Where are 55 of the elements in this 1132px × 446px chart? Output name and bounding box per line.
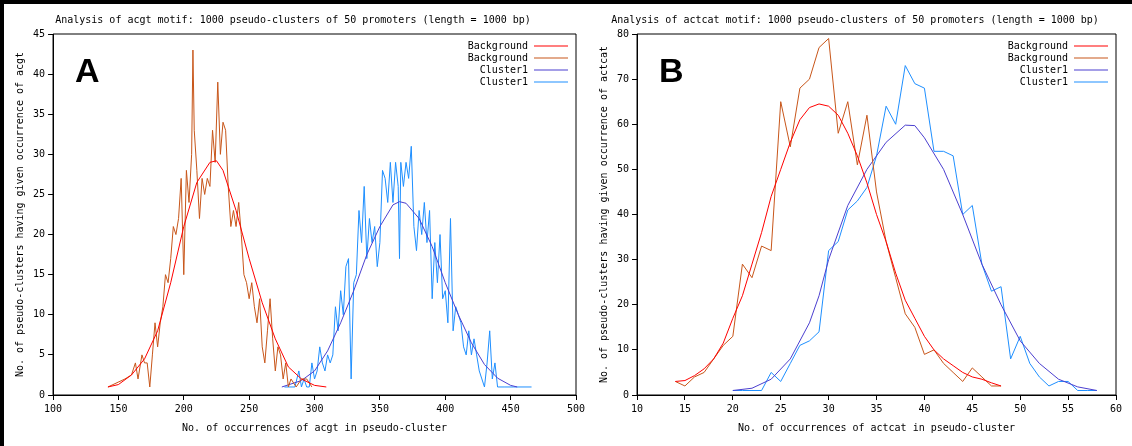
y-axis-title: No. of pseudo-clusters having given occurrence of actcat — [597, 45, 609, 384]
legend-label: Background — [1007, 39, 1068, 51]
x-tick-label: 15 — [678, 402, 691, 414]
y-tick-label: 35 — [32, 107, 46, 119]
x-tick-label: 55 — [1062, 402, 1075, 414]
x-tick-label: 50 — [1014, 402, 1027, 414]
y-tick-label: 0 — [39, 388, 46, 400]
legend-label: Cluster1 — [479, 75, 528, 87]
annotation: A — [75, 51, 100, 90]
legend-label: Cluster1 — [479, 63, 528, 75]
annotation: B — [659, 51, 684, 90]
x-tick-label: 20 — [726, 402, 739, 414]
x-tick-label: 30 — [822, 402, 835, 414]
y-tick-label: 0 — [623, 388, 630, 400]
x-axis-title: No. of occurrences of actcat in pseudo-cluster — [738, 421, 1015, 433]
x-tick-label: 45 — [966, 402, 979, 414]
y-tick-label: 5 — [39, 348, 46, 360]
y-tick-label: 20 — [616, 298, 630, 310]
y-tick-label: 70 — [616, 72, 630, 84]
legend-label: Cluster1 — [1019, 75, 1068, 87]
y-tick-label: 10 — [616, 343, 630, 355]
y-tick-label: 20 — [32, 228, 46, 240]
y-tick-label: 15 — [32, 268, 46, 280]
y-tick-label: 50 — [616, 162, 630, 174]
x-tick-label: 350 — [370, 402, 389, 414]
y-tick-label: 60 — [616, 117, 630, 129]
y-tick-label: 80 — [616, 27, 630, 39]
y-tick-label: 30 — [32, 147, 46, 159]
y-tick-label: 30 — [616, 253, 630, 265]
x-tick-label: 500 — [566, 402, 586, 414]
y-axis-title: No. of pseudo-clusters having given occurrence of acgt — [13, 51, 25, 378]
x-tick-label: 450 — [501, 402, 520, 414]
y-tick-label: 25 — [32, 188, 46, 200]
legend-label: Background — [1007, 51, 1068, 63]
x-tick-label: 200 — [174, 402, 193, 414]
x-tick-label: 10 — [631, 402, 644, 414]
legend-label: Background — [467, 39, 528, 51]
legend-label: Background — [467, 51, 528, 63]
x-tick-label: 25 — [774, 402, 787, 414]
x-tick-label: 400 — [436, 402, 455, 414]
y-tick-label: 40 — [32, 67, 46, 79]
chart-title: Analysis of actcat motif: 1000 pseudo-clusters of 50 promoters (length = 1000 bp) — [611, 13, 1099, 25]
y-tick-label: 10 — [32, 308, 46, 320]
x-tick-label: 100 — [44, 402, 63, 414]
x-tick-label: 60 — [1109, 402, 1123, 414]
x-axis-title: No. of occurrences of acgt in pseudo-cluster — [182, 421, 447, 433]
x-tick-label: 40 — [918, 402, 931, 414]
x-tick-label: 300 — [305, 402, 324, 414]
y-tick-label: 45 — [32, 27, 46, 39]
chart-title: Analysis of acgt motif: 1000 pseudo-clusters of 50 promoters (length = 1000 bp) — [55, 13, 531, 25]
legend-label: Cluster1 — [1019, 63, 1068, 75]
y-tick-label: 40 — [616, 208, 630, 220]
x-tick-label: 250 — [240, 402, 259, 414]
x-tick-label: 35 — [870, 402, 883, 414]
x-tick-label: 150 — [109, 402, 128, 414]
